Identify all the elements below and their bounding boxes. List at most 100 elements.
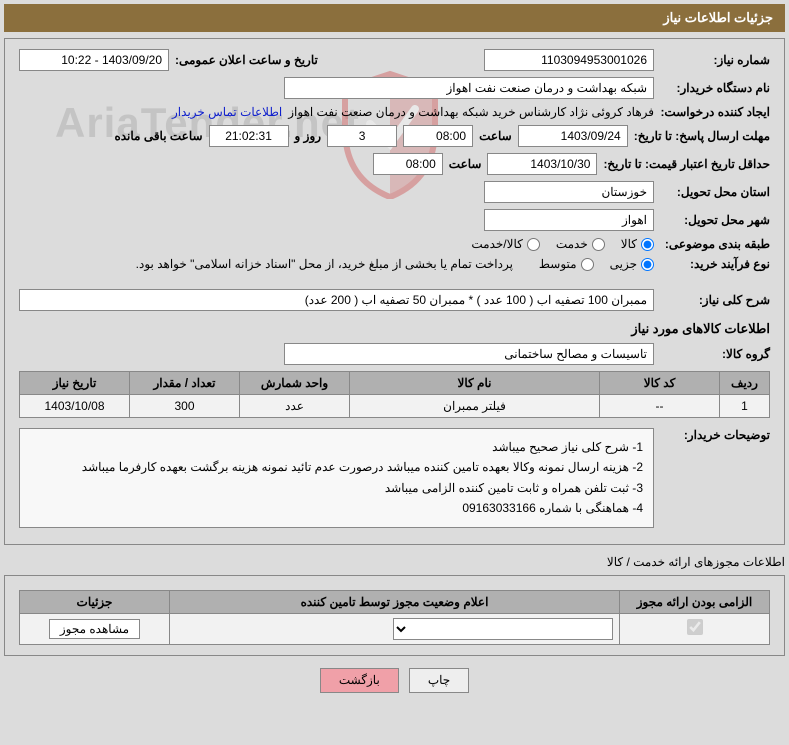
radio-service-input[interactable] (592, 238, 605, 251)
buyer-org-input (284, 77, 654, 99)
radio-goods-label: کالا (621, 237, 637, 251)
deadline-time-label: ساعت (479, 129, 512, 143)
radio-goods[interactable]: کالا (621, 237, 654, 251)
row-province: استان محل تحویل: (19, 181, 770, 203)
col-qty: تعداد / مقدار (130, 372, 240, 395)
radio-both[interactable]: کالا/خدمت (471, 237, 539, 251)
summary-label: شرح کلی نیاز: (660, 293, 770, 307)
buyer-contact-link[interactable]: اطلاعات تماس خریدار (172, 105, 282, 119)
buyer-org-label: نام دستگاه خریدار: (660, 81, 770, 95)
radio-service[interactable]: خدمت (556, 237, 605, 251)
deadline-date-input (518, 125, 628, 147)
permits-status-cell (170, 613, 620, 644)
validity-label: حداقل تاریخ اعتبار قیمت: تا تاریخ: (603, 157, 770, 171)
radio-small-input[interactable] (641, 258, 654, 271)
permits-details-cell: مشاهده مجوز (20, 613, 170, 644)
radio-medium-input[interactable] (581, 258, 594, 271)
row-process: نوع فرآیند خرید: جزیی متوسط پرداخت تمام … (19, 257, 770, 271)
col-code: کد کالا (600, 372, 720, 395)
col-row: ردیف (720, 372, 770, 395)
process-label: نوع فرآیند خرید: (660, 257, 770, 271)
permits-section-link: اطلاعات مجوزهای ارائه خدمت / کالا (4, 555, 785, 569)
announce-label: تاریخ و ساعت اعلان عمومی: (175, 53, 318, 67)
province-label: استان محل تحویل: (660, 185, 770, 199)
radio-both-label: کالا/خدمت (471, 237, 522, 251)
radio-small[interactable]: جزیی (610, 257, 654, 271)
permits-table: الزامی بودن ارائه مجوز اعلام وضعیت مجوز … (19, 590, 770, 645)
table-row: 1 -- فیلتر ممبران عدد 300 1403/10/08 (20, 395, 770, 418)
radio-small-label: جزیی (610, 257, 637, 271)
view-permit-button[interactable]: مشاهده مجوز (49, 619, 140, 639)
row-category: طبقه بندی موضوعی: کالا خدمت کالا/خدمت (19, 237, 770, 251)
permits-col-details: جزئیات (20, 590, 170, 613)
validity-time-input (373, 153, 443, 175)
buyer-note-line: 1- شرح کلی نیاز صحیح میباشد (30, 437, 643, 457)
radio-service-label: خدمت (556, 237, 588, 251)
permits-col-required: الزامی بودن ارائه مجوز (620, 590, 770, 613)
row-deadline: مهلت ارسال پاسخ: تا تاریخ: ساعت روز و سا… (19, 125, 770, 147)
time-remaining-input (209, 125, 289, 147)
cell-row: 1 (720, 395, 770, 418)
cell-name: فیلتر ممبران (350, 395, 600, 418)
cell-unit: عدد (240, 395, 350, 418)
back-button[interactable]: بازگشت (320, 668, 399, 693)
goods-table: ردیف کد کالا نام کالا واحد شمارش تعداد /… (19, 371, 770, 418)
deadline-label: مهلت ارسال پاسخ: تا تاریخ: (634, 129, 770, 143)
permits-header-row: الزامی بودن ارائه مجوز اعلام وضعیت مجوز … (20, 590, 770, 613)
row-requester: ایجاد کننده درخواست: فرهاد کروئی نژاد کا… (19, 105, 770, 119)
validity-date-input (487, 153, 597, 175)
radio-medium[interactable]: متوسط (539, 257, 594, 271)
radio-goods-input[interactable] (641, 238, 654, 251)
page-header: جزئیات اطلاعات نیاز (4, 4, 785, 32)
row-buyer-org: نام دستگاه خریدار: (19, 77, 770, 99)
requester-label: ایجاد کننده درخواست: (660, 105, 770, 119)
row-validity: حداقل تاریخ اعتبار قیمت: تا تاریخ: ساعت (19, 153, 770, 175)
row-goods-group: گروه کالا: (19, 343, 770, 365)
requester-value: فرهاد کروئی نژاد کارشناس خرید شبکه بهداش… (288, 105, 654, 119)
goods-group-label: گروه کالا: (660, 347, 770, 361)
page-title: جزئیات اطلاعات نیاز (663, 10, 773, 25)
buyer-notes-label: توضیحات خریدار: (660, 428, 770, 442)
permit-required-checkbox (687, 619, 703, 635)
goods-section-title: اطلاعات کالاهای مورد نیاز (19, 321, 770, 337)
process-note: پرداخت تمام یا بخشی از مبلغ خرید، از محل… (136, 257, 513, 271)
city-input (484, 209, 654, 231)
city-label: شهر محل تحویل: (660, 213, 770, 227)
print-button[interactable]: چاپ (409, 668, 469, 693)
cell-code: -- (600, 395, 720, 418)
days-label: روز و (295, 129, 322, 143)
row-buyer-notes: توضیحات خریدار: 1- شرح کلی نیاز صحیح میب… (19, 428, 770, 528)
permits-col-status: اعلام وضعیت مجوز توسط تامین کننده (170, 590, 620, 613)
summary-input (19, 289, 654, 311)
permits-panel: الزامی بودن ارائه مجوز اعلام وضعیت مجوز … (4, 575, 785, 656)
goods-group-input (284, 343, 654, 365)
col-date: تاریخ نیاز (20, 372, 130, 395)
permits-row: مشاهده مجوز (20, 613, 770, 644)
buyer-note-line: 2- هزینه ارسال نمونه وکالا بعهده تامین ک… (30, 457, 643, 477)
remain-label: ساعت باقی مانده (114, 129, 202, 143)
buyer-note-line: 3- ثبت تلفن همراه و ثابت تامین کننده الز… (30, 478, 643, 498)
days-remaining-input (327, 125, 397, 147)
buyer-notes-box: 1- شرح کلی نیاز صحیح میباشد 2- هزینه ارس… (19, 428, 654, 528)
category-label: طبقه بندی موضوعی: (660, 237, 770, 251)
footer-buttons: چاپ بازگشت (4, 656, 785, 697)
col-unit: واحد شمارش (240, 372, 350, 395)
cell-date: 1403/10/08 (20, 395, 130, 418)
permit-status-select[interactable] (393, 618, 613, 640)
announce-input (19, 49, 169, 71)
row-summary: شرح کلی نیاز: (19, 289, 770, 311)
need-number-input (484, 49, 654, 71)
permits-required-cell (620, 613, 770, 644)
province-input (484, 181, 654, 203)
need-info-panel: AriaTender.net شماره نیاز: تاریخ و ساعت … (4, 38, 785, 545)
radio-both-input[interactable] (527, 238, 540, 251)
cell-qty: 300 (130, 395, 240, 418)
row-need-number: شماره نیاز: تاریخ و ساعت اعلان عمومی: (19, 49, 770, 71)
permits-link-text: اطلاعات مجوزهای ارائه خدمت / کالا (607, 555, 785, 569)
deadline-time-input (403, 125, 473, 147)
validity-time-label: ساعت (449, 157, 482, 171)
table-header-row: ردیف کد کالا نام کالا واحد شمارش تعداد /… (20, 372, 770, 395)
col-name: نام کالا (350, 372, 600, 395)
buyer-note-line: 4- هماهنگی با شماره 09163033166 (30, 498, 643, 518)
radio-medium-label: متوسط (539, 257, 577, 271)
